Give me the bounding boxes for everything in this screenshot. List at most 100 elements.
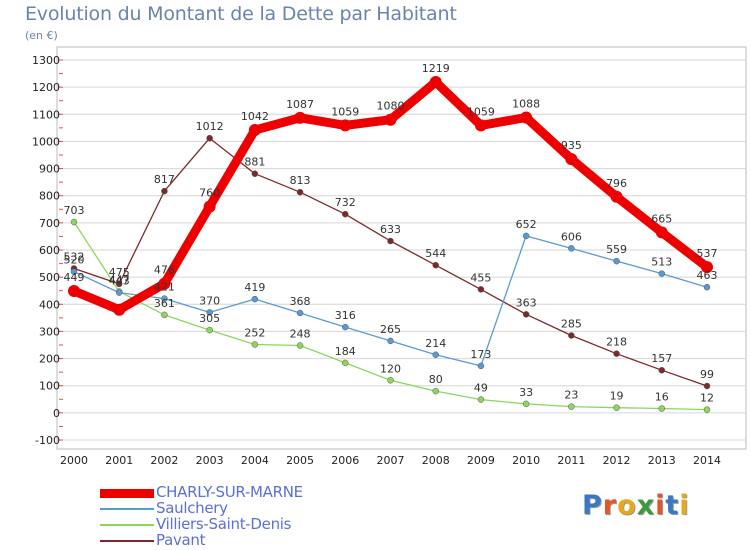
data-label: 368 (290, 295, 311, 308)
data-label: 513 (651, 256, 672, 269)
data-point (658, 405, 666, 412)
data-point (613, 257, 620, 265)
logo-letter: r (602, 490, 618, 521)
data-point (655, 226, 668, 239)
data-point (384, 113, 397, 126)
data-point (658, 366, 666, 374)
data-point (522, 232, 530, 240)
x-tick-label: 2003 (196, 454, 224, 467)
data-label: 316 (335, 309, 356, 322)
y-tick-label: 500 (39, 271, 60, 284)
data-label: 1087 (286, 98, 314, 111)
x-tick-label: 2008 (422, 454, 450, 467)
y-tick-label: 0 (53, 407, 60, 420)
data-point (161, 187, 168, 195)
legend-swatch (100, 508, 154, 510)
data-label: 537 (697, 247, 718, 260)
data-point (206, 309, 213, 316)
data-label: 49 (474, 382, 488, 395)
data-label: 120 (380, 362, 401, 375)
chart-unit-label: (en €) (25, 29, 58, 42)
series-group (68, 75, 713, 413)
data-point (568, 403, 575, 410)
x-tick-label: 2007 (377, 454, 405, 467)
gridlines (57, 59, 746, 441)
data-label: 23 (564, 389, 578, 402)
data-label: 19 (610, 390, 624, 403)
legend-item-charly[interactable]: CHARLY-SUR-MARNE (100, 483, 420, 501)
y-tick-label: 1200 (32, 81, 60, 94)
data-point (342, 323, 349, 331)
logo-letter: x (636, 490, 656, 521)
x-tick-label: 2014 (693, 454, 721, 467)
data-point (68, 284, 80, 297)
proxiti-logo: Proxiti (582, 490, 690, 521)
y-tick-label: 400 (39, 298, 60, 311)
x-tick-label: 2006 (331, 454, 359, 467)
data-label: 813 (290, 174, 311, 187)
y-tick-label: 1300 (32, 54, 60, 67)
x-tick-label: 2011 (557, 454, 585, 467)
data-label: 248 (290, 328, 311, 341)
legend-item-pavant[interactable]: Pavant (100, 531, 420, 549)
legend-swatch (100, 524, 154, 526)
data-point (703, 382, 711, 390)
data-point (613, 404, 620, 411)
data-label: 559 (606, 243, 627, 256)
data-label: 443 (109, 275, 130, 288)
data-label: 265 (380, 323, 401, 336)
logo-letter: t (665, 490, 680, 521)
legend: CHARLY-SUR-MARNE Saulchery Villiers-Sain… (100, 483, 420, 549)
data-point (703, 406, 711, 413)
data-label: 520 (64, 254, 85, 267)
x-tick-label: 2000 (60, 454, 88, 467)
data-point (203, 200, 216, 213)
data-label: 1042 (241, 110, 269, 123)
data-point (387, 377, 394, 384)
y-tick-label: 700 (39, 217, 60, 230)
data-label: 252 (244, 326, 265, 339)
data-label: 1059 (331, 105, 359, 118)
legend-swatch (100, 489, 154, 498)
legend-item-villiers[interactable]: Villiers-Saint-Denis (100, 515, 420, 533)
plot-frame (56, 46, 747, 450)
data-label: 732 (335, 196, 356, 209)
y-tick-label: 100 (39, 380, 60, 393)
data-point (477, 396, 485, 403)
legend-label: CHARLY-SUR-MARNE (156, 483, 303, 501)
data-point (342, 210, 349, 218)
data-label: 370 (199, 294, 220, 307)
data-point (565, 153, 578, 166)
data-point (248, 124, 261, 137)
data-point (701, 261, 713, 274)
legend-item-saulchery[interactable]: Saulchery (100, 499, 420, 517)
data-point (296, 188, 304, 196)
data-label: 633 (380, 223, 401, 236)
data-point (294, 111, 307, 124)
data-point (161, 295, 168, 302)
data-point (206, 134, 213, 142)
data-label: 80 (429, 373, 443, 386)
data-label: 173 (470, 348, 491, 361)
data-point (477, 362, 485, 370)
data-label: 760 (199, 187, 220, 200)
x-tick-label: 2002 (150, 454, 178, 467)
data-point (432, 387, 439, 395)
data-label: 12 (700, 392, 714, 405)
data-label: 544 (425, 247, 446, 260)
data-point (387, 237, 394, 245)
data-label: 157 (651, 352, 672, 365)
y-axis: -100 0 100 200 300 400 500 600 700 800 900 1000 1100… (32, 54, 60, 447)
x-axis: 2000 2001 2002 2003 2004 2005 2006 2007 2008 2009… (60, 454, 721, 467)
data-point (477, 286, 485, 293)
data-label: 475 (109, 266, 130, 279)
data-point (432, 351, 439, 359)
data-label: 1080 (377, 100, 405, 113)
data-label: 449 (64, 271, 85, 284)
data-point (520, 111, 533, 124)
data-label: 476 (154, 264, 175, 277)
y-tick-label: 900 (39, 163, 60, 176)
data-point (113, 303, 126, 316)
